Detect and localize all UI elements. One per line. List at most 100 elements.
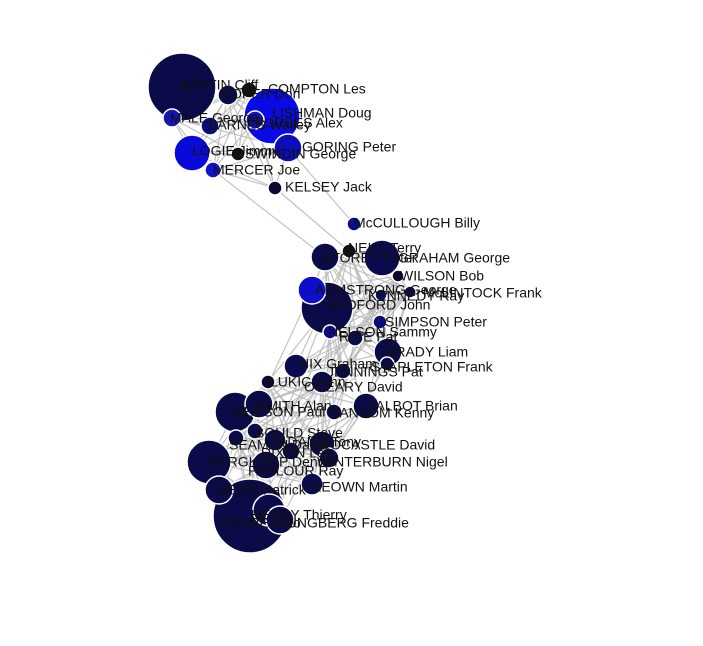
- node-winterburn-nigel[interactable]: [318, 447, 340, 469]
- node-dixon-lee[interactable]: [281, 441, 301, 461]
- network-edge: [267, 351, 389, 383]
- node-mercer-joe[interactable]: [204, 161, 222, 179]
- node-kelsey-jack[interactable]: [267, 180, 283, 196]
- node-storey-peter[interactable]: [310, 242, 340, 272]
- network-edge: [227, 94, 276, 189]
- node-kennedy-ray[interactable]: [374, 288, 388, 302]
- network-edge: [342, 321, 381, 372]
- node-label-roper-don: ROPER Don: [221, 86, 300, 102]
- node-roper-don[interactable]: [217, 84, 239, 106]
- node-simpson-peter[interactable]: [372, 314, 388, 330]
- node-armstrong-george[interactable]: [297, 275, 327, 305]
- node-label-dixon-lee: DIXON Lee: [261, 445, 333, 461]
- network-edge: [287, 147, 355, 225]
- node-bould-steve[interactable]: [246, 422, 264, 440]
- node-label-goring-peter: GORING Peter: [302, 139, 396, 155]
- node-label-parlour-ray: PARLOUR Ray: [248, 463, 343, 479]
- node-label-o-leary-david: O'LEARY David: [304, 379, 403, 395]
- node-seaman-david[interactable]: [227, 429, 245, 447]
- network-edge: [267, 381, 313, 485]
- node-label-mercer-joe: MERCER Joe: [213, 162, 300, 178]
- node-male-george[interactable]: [162, 108, 182, 128]
- node-keown-martin[interactable]: [300, 472, 324, 496]
- node-label-stapleton-frank: STAPLETON Frank: [371, 359, 494, 375]
- network-edge: [254, 405, 367, 432]
- network-edge: [212, 169, 326, 258]
- node-barnes-walley[interactable]: [200, 116, 220, 136]
- node-sansom-kenny[interactable]: [325, 403, 343, 421]
- node-stapleton-frank[interactable]: [379, 356, 395, 372]
- node-label-toure-kolo: TOURE Kolo: [220, 515, 301, 531]
- node-label-swindin-george: SWINDIN George: [245, 146, 356, 162]
- node-swindin-george[interactable]: [230, 146, 246, 162]
- node-label-bastin-cliff: BASTIN Cliff: [180, 77, 258, 93]
- node-label-radford-john: RADFORD John: [327, 297, 430, 313]
- node-label-adams-tony: ADAMS Tony: [278, 434, 361, 450]
- node-goring-peter[interactable]: [273, 133, 303, 163]
- node-label-merson-paul: MERSON Paul: [232, 404, 325, 420]
- network-nodes: [147, 52, 417, 554]
- node-label-mclintock-frank: McLINTOCK Frank: [423, 285, 543, 301]
- node-label-compton-les: COMPTON Les: [268, 81, 366, 97]
- network-edge: [212, 94, 229, 171]
- node-hix-graham[interactable]: [283, 353, 309, 379]
- node-ljungberg-freddie[interactable]: [265, 505, 295, 535]
- network-edge: [212, 169, 276, 189]
- node-graham-george[interactable]: [363, 239, 401, 277]
- node-label-talbot-brian: TALBOT Brian: [368, 398, 458, 414]
- node-adams-tony[interactable]: [263, 428, 287, 452]
- network-edge: [171, 117, 239, 155]
- node-wilson-bob[interactable]: [391, 269, 405, 283]
- node-label-lukic-john: LUKIC John: [270, 374, 345, 390]
- network-edge: [290, 370, 344, 452]
- network-edge: [274, 381, 323, 441]
- network-edge: [311, 405, 367, 485]
- node-label-graham-george: GRAHAM George: [398, 250, 510, 266]
- network-edge: [267, 381, 292, 452]
- node-smith-alan[interactable]: [244, 389, 274, 419]
- node-label-neill-terry: NEILL Terry: [348, 240, 421, 256]
- node-label-henry-thierry: HENRY Thierry: [251, 507, 347, 523]
- node-bastin-cliff[interactable]: [147, 52, 217, 122]
- node-label-winterburn-nigel: WINTERBURN Nigel: [317, 454, 448, 470]
- node-label-mccullough-billy: McCULLOUGH Billy: [354, 215, 480, 231]
- node-label-brady-liam: BRADY Liam: [386, 344, 468, 360]
- network-edge: [329, 331, 335, 413]
- node-label-bould-steve: BOULD Steve: [255, 425, 343, 441]
- node-mccullough-billy[interactable]: [346, 216, 362, 232]
- node-label-ljungberg-freddie: LJUNGBERG Freddie: [272, 515, 409, 531]
- network-edge: [212, 89, 250, 171]
- node-rice-pat[interactable]: [346, 329, 364, 347]
- node-logie-jimmy[interactable]: [173, 134, 211, 172]
- node-parlour-ray[interactable]: [251, 450, 281, 480]
- node-compton-les[interactable]: [240, 81, 258, 99]
- node-lishman-doug[interactable]: [243, 87, 301, 145]
- node-label-wilson-bob: WILSON Bob: [400, 268, 484, 284]
- node-lukic-john[interactable]: [260, 374, 276, 390]
- network-edge: [324, 256, 389, 353]
- node-label-barnes-walley: BARNES Walley: [208, 117, 311, 133]
- network-edge: [295, 291, 411, 367]
- node-label-jennings-pat: JENNINGS Pat: [327, 364, 423, 380]
- node-label-vieira-patrick: VIEIRA Patrick: [214, 482, 307, 498]
- network-edge: [274, 187, 350, 252]
- node-jennings-pat[interactable]: [334, 362, 352, 380]
- node-talbot-brian[interactable]: [352, 392, 380, 420]
- node-neill-terry[interactable]: [341, 243, 357, 259]
- network-edge: [274, 405, 367, 441]
- node-vieira-patrick[interactable]: [204, 475, 234, 505]
- node-label-sansom-kenny: SANSOM Kenny: [330, 405, 434, 421]
- node-label-lishman-doug: LISHMAN Doug: [272, 105, 372, 121]
- node-mclintock-frank[interactable]: [403, 285, 417, 299]
- node-label-kennedy-ray: KENNEDY Ray: [368, 288, 464, 304]
- node-label-bergkamp-dennis: BERGKAMP Dennis: [209, 454, 336, 470]
- node-label-keown-martin: KEOWN Martin: [312, 479, 408, 495]
- network-edge: [342, 291, 411, 372]
- node-nelson-sammy[interactable]: [322, 324, 338, 340]
- node-o-leary-david[interactable]: [310, 370, 334, 394]
- node-label-storey-peter: STOREY Peter: [322, 250, 417, 266]
- node-label-logie-jimmy: LOGIE Jimmy: [192, 143, 279, 159]
- node-forbes-alex[interactable]: [245, 110, 265, 130]
